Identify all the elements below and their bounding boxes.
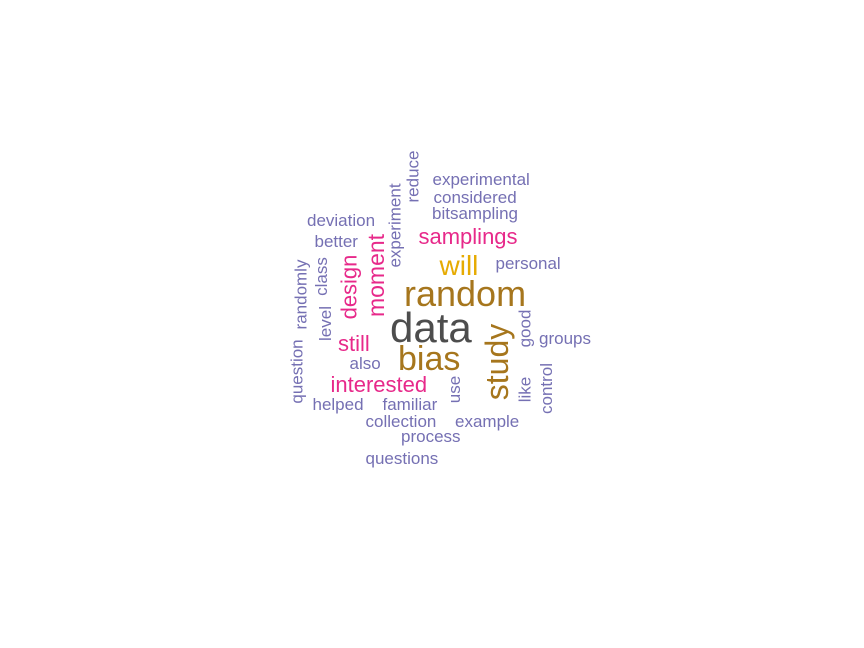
word-considered: considered	[433, 187, 517, 207]
word-class: class	[311, 256, 331, 296]
word-process: process	[401, 426, 461, 446]
word-study: study	[479, 323, 516, 401]
word-moment: moment	[362, 233, 389, 317]
word-design: design	[335, 254, 361, 320]
word-use: use	[444, 375, 464, 403]
word-data: data	[390, 304, 472, 351]
word-good: good	[515, 309, 535, 347]
word-also: also	[349, 353, 381, 373]
word-level: level	[315, 305, 335, 341]
word-like: like	[515, 376, 535, 402]
word-bias: bias	[398, 340, 461, 378]
word-reduce: reduce	[403, 150, 423, 202]
word-personal: personal	[495, 253, 561, 273]
word-groups: groups	[539, 328, 591, 348]
word-experimental: experimental	[432, 169, 530, 189]
word-collection: collection	[365, 411, 437, 431]
word-familiar: familiar	[382, 394, 438, 414]
word-questions: questions	[365, 448, 439, 468]
word-deviation: deviation	[307, 210, 376, 230]
word-bitsampling: bitsampling	[432, 203, 518, 223]
word-interested: interested	[330, 372, 428, 397]
word-will: will	[439, 250, 479, 281]
word-control: control	[536, 362, 556, 414]
word-samplings: samplings	[418, 224, 518, 249]
word-question: question	[287, 338, 307, 404]
word-helped: helped	[312, 394, 364, 414]
word-still: still	[338, 331, 370, 356]
word-better: better	[314, 231, 358, 251]
word-random: random	[404, 273, 527, 314]
word-randomly: randomly	[291, 259, 311, 329]
word-example: example	[455, 411, 520, 431]
word-experiment: experiment	[385, 182, 405, 268]
